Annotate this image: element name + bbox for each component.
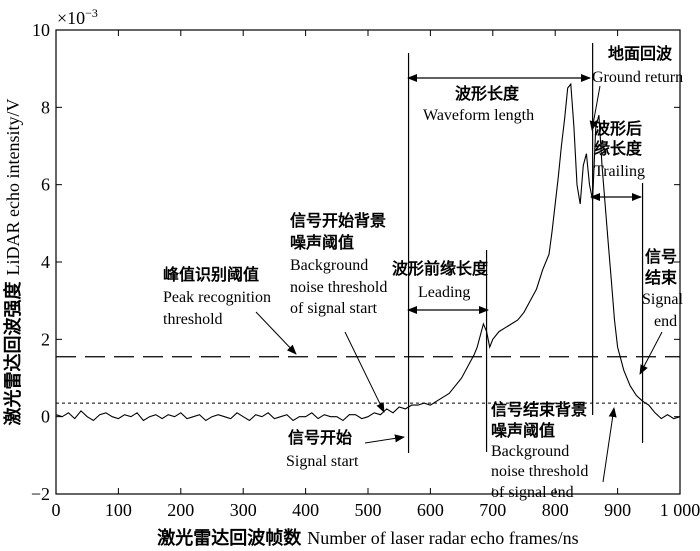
y-multiplier: ×10−3 bbox=[57, 6, 98, 28]
y-tick-label: 6 bbox=[41, 175, 50, 195]
end-bg-cn-1: 信号结束背景 bbox=[491, 400, 587, 419]
y-tick-label: 2 bbox=[41, 329, 50, 349]
x-tick-label: 100 bbox=[105, 500, 132, 520]
x-tick-label: 0 bbox=[52, 500, 61, 520]
leading-en: Leading bbox=[418, 284, 470, 301]
signal-start-en: Signal start bbox=[286, 453, 359, 470]
peak-threshold-pointer bbox=[255, 311, 297, 355]
signal-start-pointer bbox=[364, 434, 405, 444]
trailing-cn-2: 缘长度 bbox=[594, 139, 643, 158]
y-tick-label: 8 bbox=[41, 97, 50, 117]
signal-end-en-2: end bbox=[654, 313, 677, 330]
y-axis-ticks: −2 0 2 4 6 8 10 bbox=[31, 20, 680, 504]
waveform-length-cn: 波形长度 bbox=[455, 84, 520, 103]
start-bg-en-1: Background bbox=[290, 257, 368, 274]
series-line bbox=[55, 82, 681, 422]
x-tick-label: 600 bbox=[417, 500, 444, 520]
x-tick-label: 900 bbox=[604, 500, 631, 520]
start-bg-pointer bbox=[344, 331, 385, 413]
end-bg-cn-2: 噪声阈值 bbox=[491, 421, 555, 440]
y-tick-label: 4 bbox=[41, 252, 50, 272]
signal-end-en-1: Signal bbox=[642, 291, 683, 308]
ground-return-pointer bbox=[589, 85, 601, 131]
start-bg-cn-1: 信号开始背景 bbox=[290, 211, 386, 230]
x-tick-label: 1 000 bbox=[660, 500, 700, 520]
x-axis-label: 激光雷达回波帧数 Number of laser radar echo frame… bbox=[157, 527, 578, 549]
x-tick-label: 300 bbox=[230, 500, 257, 520]
end-bg-en-2: noise threshold bbox=[491, 463, 588, 480]
signal-start-cn: 信号开始 bbox=[288, 428, 352, 447]
y-axis-label: 激光雷达回波强度LiDAR echo intensity/V bbox=[2, 99, 24, 426]
x-tick-label: 500 bbox=[355, 500, 382, 520]
start-bg-en-3: of signal start bbox=[290, 300, 378, 317]
y-tick-label: −2 bbox=[31, 484, 50, 504]
peak-threshold-en-2: threshold bbox=[163, 311, 223, 328]
vertical-marker-lines bbox=[407, 43, 644, 453]
signal-end-cn-1: 信号 bbox=[645, 247, 677, 266]
end-bg-en-3: of signal end bbox=[491, 484, 574, 501]
ground-return-cn: 地面回波 bbox=[608, 44, 673, 63]
ground-return-en: Ground return bbox=[592, 69, 683, 86]
y-tick-label: 10 bbox=[32, 20, 50, 40]
start-bg-en-2: noise threshold bbox=[290, 279, 387, 296]
signal-end-cn-2: 结束 bbox=[644, 268, 678, 287]
end-bg-pointer bbox=[602, 407, 617, 483]
x-tick-label: 700 bbox=[479, 500, 506, 520]
trailing-cn-1: 波形后 bbox=[594, 119, 642, 138]
x-tick-label: 200 bbox=[167, 500, 194, 520]
y-tick-label: 0 bbox=[41, 407, 50, 427]
start-bg-cn-2: 噪声阈值 bbox=[290, 233, 354, 252]
peak-threshold-en-1: Peak recognition bbox=[163, 289, 271, 306]
signal-end-pointer bbox=[639, 331, 663, 375]
peak-threshold-cn: 峰值识别阈值 bbox=[163, 265, 259, 284]
end-bg-en-1: Background bbox=[491, 443, 569, 460]
trailing-en: Trailing bbox=[594, 163, 645, 180]
leading-cn: 波形前缘长度 bbox=[392, 259, 489, 278]
waveform-length-en: Waveform length bbox=[423, 107, 534, 124]
x-axis-ticks: 0 100 200 300 400 500 600 700 800 900 1 000 bbox=[52, 30, 700, 520]
x-tick-label: 800 bbox=[542, 500, 569, 520]
x-tick-label: 400 bbox=[292, 500, 319, 520]
